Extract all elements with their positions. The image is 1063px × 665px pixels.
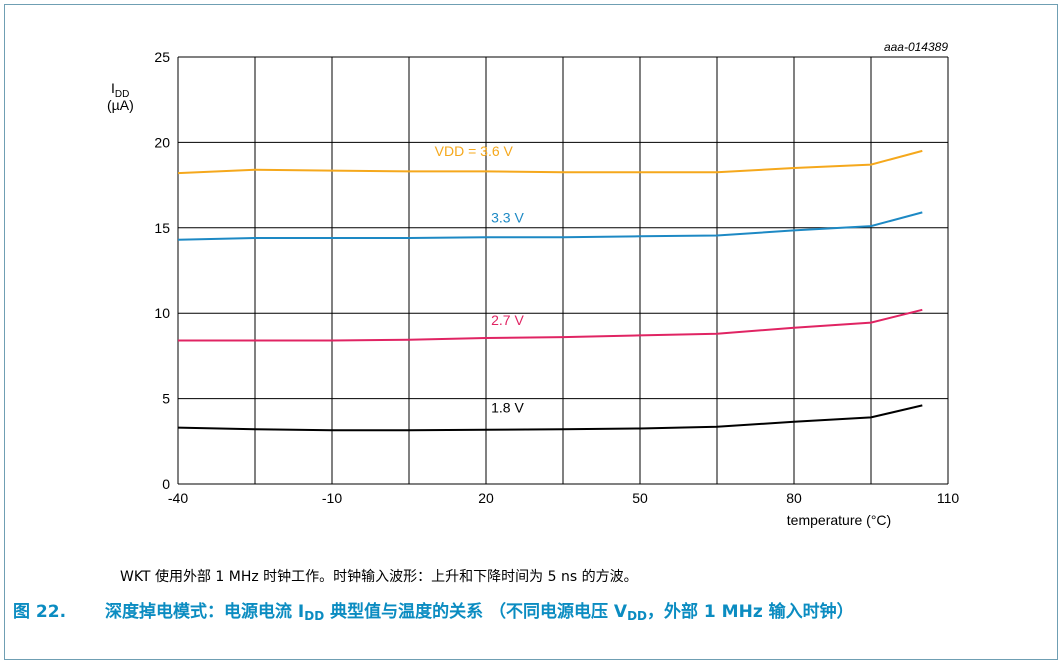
y-tick-label: 25 [154,49,170,65]
y-axis-label-sub: DD [115,89,129,100]
y-axis-unit: (µA) [107,97,134,113]
x-tick-label: 80 [786,490,802,506]
series-label: VDD = 3.6 V [435,143,514,159]
y-tick-label: 15 [154,220,170,236]
series-line [177,404,923,432]
y-tick-label: 5 [162,391,170,407]
figure-title: 深度掉电模式：电源电流 IDD 典型值与温度的关系 （不同电源电压 VDD，外部… [105,602,854,623]
series-lines [177,149,923,432]
y-tick-label: 10 [154,305,170,321]
figure-caption: 图 22. 深度掉电模式：电源电流 IDD 典型值与温度的关系 （不同电源电压 V… [13,601,1053,627]
series-label: 1.8 V [491,399,524,415]
series-line [178,308,923,342]
series-label: 3.3 V [491,210,524,226]
x-tick-label: 110 [937,490,960,506]
y-axis-label: IDD [111,80,129,100]
y-tick-label: 0 [162,476,170,492]
series-labels: VDD = 3.6 V 3.3 V 2.7 V 1.8 V [435,143,525,415]
x-tick-label: 20 [478,490,494,506]
line-chart: -40 -10 20 50 80 110 0 5 10 15 20 25 VDD = 3.6 V 3.3… [107,40,959,528]
chart-note: WKT 使用外部 1 MHz 时钟工作。时钟输入波形：上升和下降时间为 5 ns… [120,569,638,585]
y-tick-label: 20 [154,134,170,150]
chart-grid [177,56,949,485]
y-axis-label-main: I [111,80,115,96]
caption-sub-1: DD [304,609,325,623]
x-tick-label: 50 [632,490,648,506]
x-axis-label: temperature (°C) [787,512,891,528]
figure-frame [4,4,1058,660]
caption-text-1: 深度掉电模式：电源电流 I [105,602,305,622]
series-line [177,149,923,175]
figure-id: aaa-014389 [884,40,948,54]
x-tick-label: -40 [168,490,188,506]
series-line [177,211,923,241]
tick-labels: -40 -10 20 50 80 110 0 5 10 15 20 25 [154,49,959,506]
x-tick-label: -10 [322,490,342,506]
caption-text-3: ，外部 1 MHz 输入时钟） [647,602,854,622]
series-label: 2.7 V [491,312,524,328]
caption-sub-2: DD [627,609,648,623]
figure-number: 图 22. [13,602,67,622]
caption-text-2: 典型值与温度的关系 （不同电源电压 V [324,602,628,622]
